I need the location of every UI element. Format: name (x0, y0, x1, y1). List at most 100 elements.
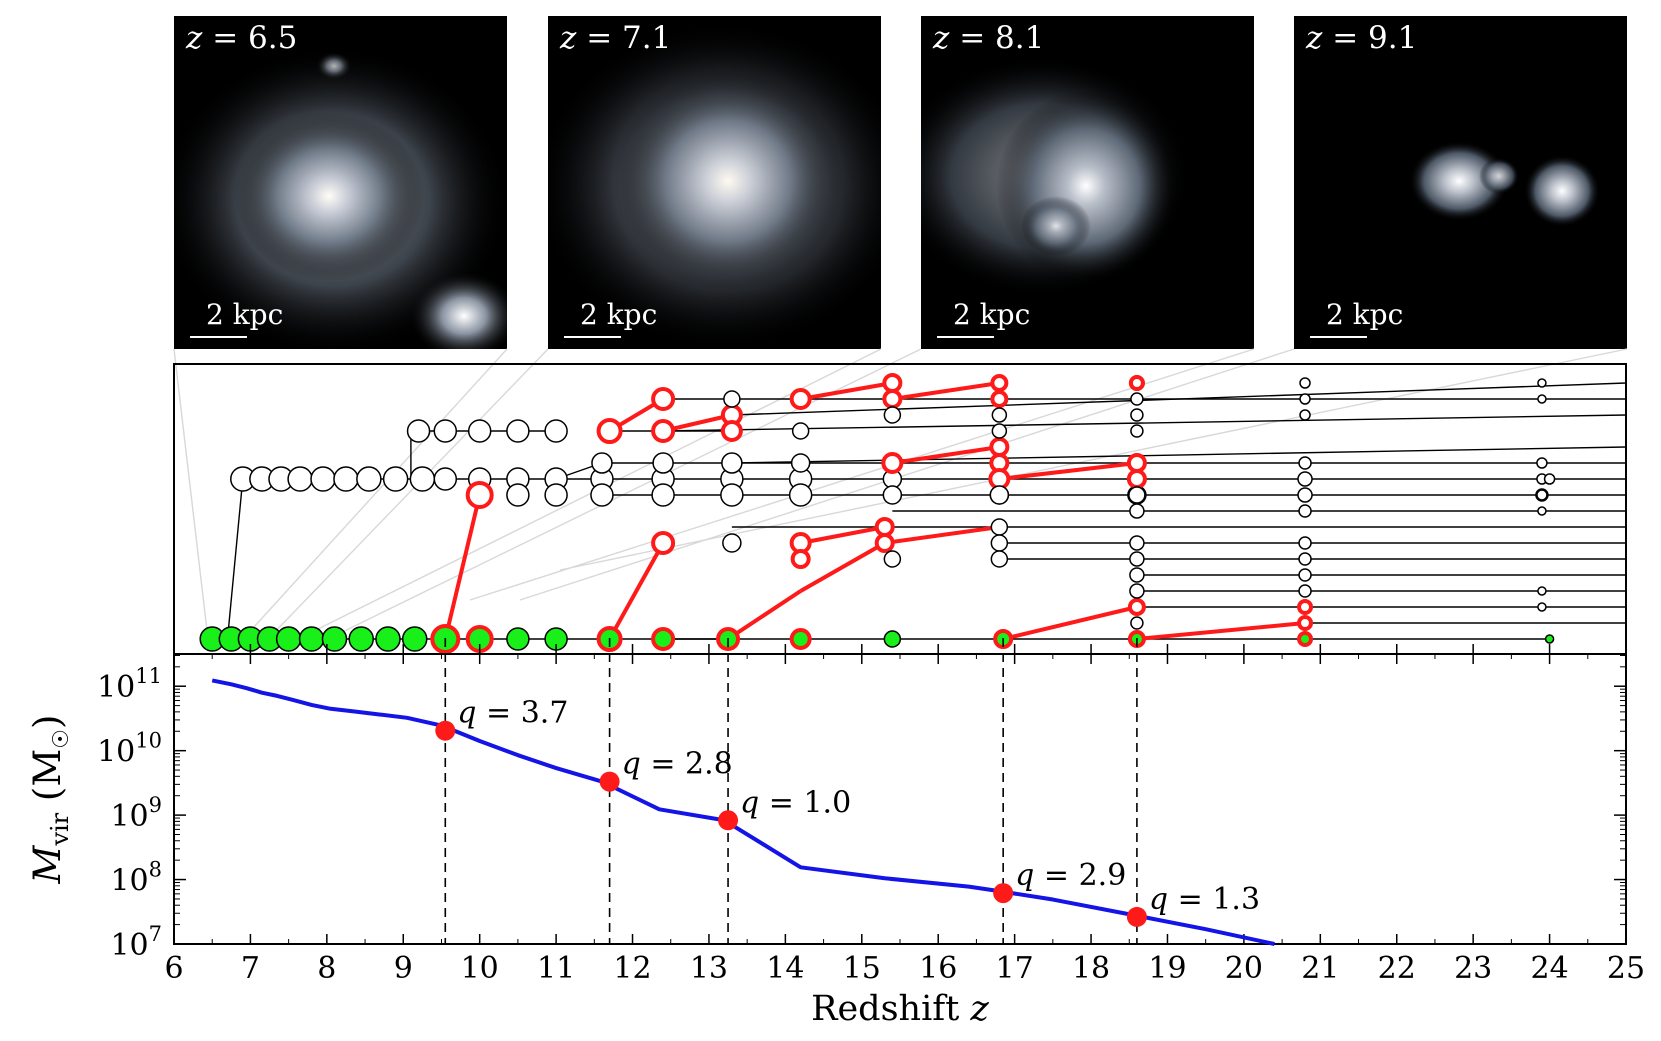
tree-node (275, 626, 302, 652)
x-tick-label: 17 (996, 951, 1034, 986)
tree-node (401, 626, 428, 652)
tree-node (720, 483, 744, 507)
tree-node (1130, 424, 1144, 438)
tree-node (1536, 457, 1548, 469)
tree-node (1299, 377, 1311, 389)
tree-node (1128, 486, 1146, 504)
y-tick-label: 108 (110, 858, 162, 899)
tree-node (1544, 634, 1555, 644)
tree-node (882, 389, 903, 409)
tree-node (1297, 471, 1313, 487)
tree-node (652, 452, 674, 474)
tree-node (789, 628, 812, 650)
tree-node (991, 407, 1008, 423)
tree-node (409, 466, 436, 492)
tree-node (356, 466, 382, 492)
tree-node (348, 626, 374, 652)
panel-connector-lines (173, 348, 1628, 640)
connector-line (327, 348, 922, 640)
x-tick-label: 6 (164, 951, 183, 986)
tree-node (1537, 602, 1547, 612)
x-tick-label: 10 (461, 951, 499, 986)
scale-bar-label: 2 kpc (1326, 298, 1404, 331)
tree-node (990, 550, 1009, 568)
tree-node (1129, 551, 1145, 567)
tree-node (788, 483, 813, 507)
y-tick-label: 109 (110, 793, 162, 834)
y-tick-label: 1010 (97, 729, 162, 770)
x-tick-label: 9 (394, 951, 413, 986)
tree-edge (731, 446, 1627, 464)
tree-node (506, 627, 530, 651)
x-tick-label: 14 (766, 951, 804, 986)
galaxy-image-2 (548, 21, 881, 349)
mass-history-plot: 6 7 8 9 10 11 12 13 14 15 16 17 18 19 20 21 22 23 24 251071… (26, 638, 1645, 1029)
tree-node (881, 452, 904, 474)
tree-node (723, 390, 741, 408)
tree-node (1298, 584, 1312, 598)
scale-bar-label: 2 kpc (953, 298, 1031, 331)
tree-node (789, 388, 812, 410)
tree-node (1537, 378, 1547, 388)
tree-node (882, 485, 903, 505)
tree-node (467, 419, 492, 443)
tree-node (1537, 586, 1547, 596)
scale-bar (937, 336, 994, 338)
merger-point (993, 883, 1014, 904)
scale-bar (190, 336, 247, 338)
merger-edge (892, 445, 1000, 465)
galaxy-image-3 (921, 56, 1191, 296)
tree-node (651, 483, 675, 507)
merger-edge (884, 525, 1000, 545)
y-tick-label: 107 (110, 922, 162, 963)
tree-node (990, 534, 1009, 552)
scale-bar (564, 336, 621, 338)
tree-node (1129, 583, 1145, 599)
tree-node (506, 419, 530, 443)
tree-node (1298, 456, 1312, 470)
tree-node (1129, 503, 1145, 519)
merger-edge (1002, 605, 1138, 641)
merger-ratio-label: q = 2.9 (1015, 858, 1126, 893)
x-tick-label: 25 (1607, 951, 1645, 986)
tree-node (874, 533, 895, 553)
galaxy-panel-1: z = 6.5 2 kpc (174, 16, 507, 349)
tree-node (433, 419, 458, 443)
tree-edge (663, 414, 1627, 432)
merger-tree (173, 363, 1627, 655)
tree-node (721, 452, 743, 474)
tree-node (1536, 489, 1548, 501)
tree-node (1129, 535, 1145, 551)
tree-node (433, 467, 458, 491)
tree-node (720, 420, 743, 442)
scale-bar-label: 2 kpc (206, 298, 284, 331)
tree-node (883, 406, 902, 424)
tree-node (596, 418, 623, 444)
galaxy-panel-3: z = 8.1 2 kpc (921, 16, 1254, 349)
x-tick-label: 12 (613, 951, 651, 986)
y-tick-label: 1011 (97, 664, 162, 705)
tree-node (1126, 453, 1147, 473)
x-tick-label: 23 (1454, 951, 1492, 986)
tree-node (791, 422, 810, 440)
tree-node (321, 626, 348, 652)
tree-node (1537, 506, 1547, 516)
tree-node (1126, 469, 1147, 489)
galaxy-image-4 (1409, 141, 1600, 227)
tree-node (1298, 536, 1312, 550)
tree-node (1297, 599, 1314, 615)
merger-ratio-label: q = 1.3 (1149, 882, 1260, 917)
merger-point (718, 810, 739, 831)
merger-edge (800, 381, 893, 401)
tree-node (1129, 567, 1145, 583)
connector-line (519, 348, 1295, 601)
tree-node (991, 423, 1008, 439)
tree-node (1298, 568, 1312, 582)
x-tick-label: 11 (537, 951, 575, 986)
merger-edge (1136, 621, 1306, 641)
galaxy-panel-4: z = 9.1 2 kpc (1294, 16, 1627, 349)
redshift-label: z = 7.1 (560, 20, 672, 56)
connector-line (267, 348, 549, 640)
tree-node (882, 373, 903, 393)
